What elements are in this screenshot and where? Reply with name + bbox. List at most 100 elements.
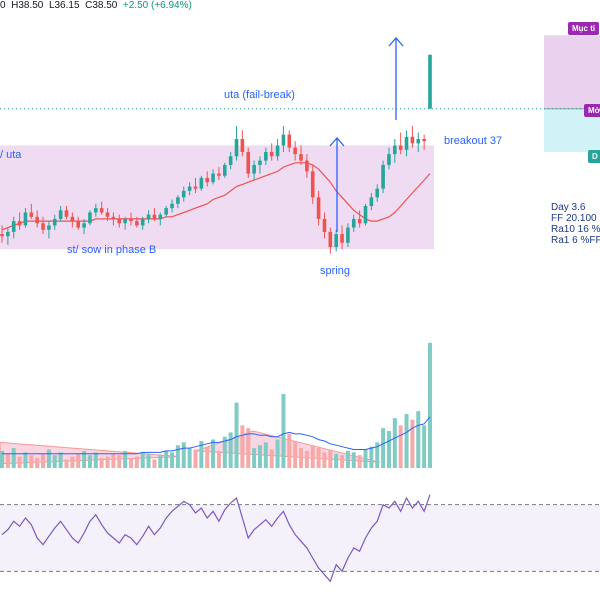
volume-bar	[357, 455, 362, 468]
candle-body	[158, 214, 163, 219]
candle-body	[187, 186, 192, 191]
candle	[99, 201, 104, 215]
volume-bar	[340, 455, 345, 468]
volume-bar	[410, 419, 415, 468]
volume-pane	[0, 342, 432, 468]
volume-bar	[99, 458, 104, 468]
volume-bar	[181, 442, 186, 468]
candle-body	[287, 134, 292, 148]
candle-body	[416, 139, 421, 144]
volume-bar	[82, 450, 87, 468]
candle	[422, 134, 426, 150]
volume-bar	[187, 448, 192, 468]
candle-body	[29, 212, 34, 217]
candle	[375, 184, 380, 202]
volume-bar	[46, 449, 51, 468]
volume-bar	[252, 448, 257, 468]
volume-bar	[17, 456, 22, 468]
volume-bar	[117, 455, 122, 468]
volume-bar	[392, 418, 397, 468]
volume-bar	[334, 453, 339, 468]
candle-body	[17, 221, 22, 226]
volume-bar	[363, 449, 368, 468]
candle-body	[6, 231, 10, 237]
candle	[170, 199, 174, 213]
candle	[35, 210, 39, 228]
volume-bar	[386, 431, 391, 468]
volume-bar	[381, 428, 386, 468]
volume-bar	[199, 440, 204, 468]
info-line-1: Day 3.6	[551, 202, 586, 213]
candle	[410, 126, 415, 148]
candle	[58, 205, 63, 222]
candle	[187, 182, 192, 196]
candle-body	[428, 54, 432, 109]
candle-body	[258, 160, 262, 165]
volume-bar	[152, 459, 157, 468]
volume-bar	[351, 452, 356, 468]
candle	[346, 223, 350, 248]
candle	[264, 147, 268, 165]
volume-bar	[134, 456, 139, 468]
candle	[240, 130, 245, 157]
candle-body	[422, 139, 426, 142]
candle	[140, 216, 145, 230]
volume-bar	[428, 342, 432, 468]
candle-body	[176, 197, 180, 204]
candle	[158, 212, 163, 226]
candle-body	[211, 173, 215, 183]
annotation-layer: uta (fail-break) / uta breakout 37 st/ s…	[0, 89, 502, 277]
candle-body	[52, 218, 57, 226]
candle	[205, 171, 210, 187]
candle	[316, 190, 321, 226]
volume-bar	[299, 448, 304, 468]
spring-arrow	[329, 137, 345, 232]
candle-body	[217, 173, 221, 176]
candle	[387, 147, 391, 170]
candle-body	[410, 136, 415, 144]
volume-bar	[11, 448, 16, 468]
annotation-uta-left: / uta	[0, 149, 22, 161]
candle	[123, 216, 127, 230]
candle	[351, 214, 356, 232]
volume-bar	[416, 411, 421, 468]
volume-bar	[404, 413, 409, 468]
candle-body	[299, 154, 303, 161]
candle-body	[205, 177, 210, 183]
volume-bar	[23, 452, 28, 468]
candle-body	[117, 218, 122, 224]
trading-range-box	[0, 145, 434, 250]
volume-bar	[310, 445, 315, 468]
info-panel: Day 3.6 FF 20.100 Ra10 16 % Ra1 6 %FF	[551, 202, 600, 246]
volume-bar	[322, 452, 327, 468]
volume-bar	[328, 449, 333, 468]
candle-body	[269, 151, 274, 157]
rsi-band	[0, 504, 600, 572]
volume-bar	[105, 456, 110, 468]
candle	[228, 151, 233, 170]
candle-body	[387, 154, 391, 165]
candle-body	[135, 221, 139, 226]
candle	[416, 132, 421, 152]
candle	[152, 208, 157, 222]
candle-body	[305, 160, 309, 172]
candle	[340, 225, 344, 250]
candle	[363, 203, 368, 226]
volume-bar	[64, 459, 69, 468]
target-badge: Mục ti	[568, 22, 600, 35]
candle-body	[23, 212, 28, 226]
candle-body	[281, 134, 286, 146]
candle-body	[246, 151, 251, 174]
target-zone	[544, 35, 600, 109]
candle-body	[346, 227, 350, 243]
candle	[217, 167, 221, 181]
volume-bar	[93, 452, 98, 468]
candle	[393, 139, 397, 163]
annotation-uta-fail-break: uta (fail-break)	[224, 89, 295, 101]
volume-bar	[35, 458, 40, 468]
candle	[11, 216, 16, 239]
volume-bar	[222, 436, 227, 468]
candle	[88, 210, 92, 226]
candle	[135, 216, 139, 228]
